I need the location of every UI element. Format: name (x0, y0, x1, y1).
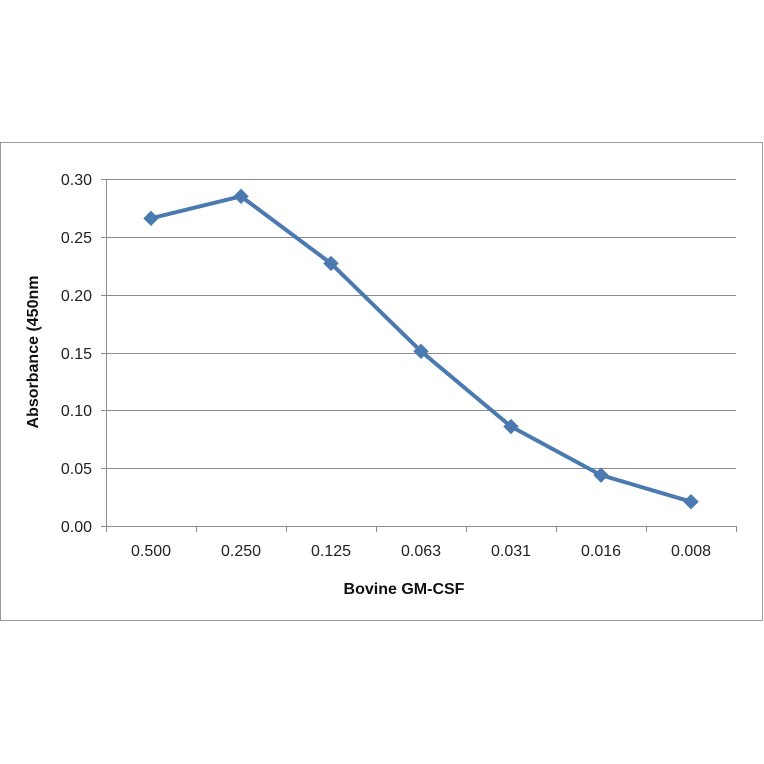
y-tick-label: 0.25 (61, 230, 92, 247)
data-point-marker (503, 418, 519, 435)
y-tick-label: 0.10 (61, 403, 92, 420)
y-tick-label: 0.20 (61, 288, 92, 305)
data-point-marker (593, 467, 609, 483)
x-tick-label: 0.063 (401, 543, 441, 560)
y-axis-title: Absorbance (450nm (25, 276, 42, 429)
x-tick-labels: 0.500 0.250 0.125 0.063 0.031 0.016 0.008 (131, 543, 711, 560)
x-axis-title: Bovine GM-CSF (344, 581, 465, 598)
x-tick-label: 0.031 (491, 543, 531, 560)
x-tick-label: 0.250 (221, 543, 261, 560)
data-point-marker (233, 188, 249, 205)
y-tick-label: 0.05 (61, 461, 92, 478)
data-point-marker (323, 255, 339, 272)
data-point-marker (413, 343, 429, 360)
y-tick-label: 0.15 (61, 346, 92, 363)
x-tick-label: 0.500 (131, 543, 171, 560)
x-tick-label: 0.125 (311, 543, 351, 560)
axes (101, 179, 737, 532)
x-tick-label: 0.008 (671, 543, 711, 560)
y-tick-label: 0.30 (61, 172, 92, 189)
x-tick-label: 0.016 (581, 543, 621, 560)
chart-border (0, 142, 763, 621)
series-plot (143, 188, 699, 510)
data-point-marker (683, 494, 699, 510)
y-tick-labels: 0.00 0.05 0.10 0.15 0.20 0.25 0.30 (61, 172, 92, 536)
data-point-marker (143, 210, 159, 227)
y-tick-label: 0.00 (61, 519, 92, 536)
